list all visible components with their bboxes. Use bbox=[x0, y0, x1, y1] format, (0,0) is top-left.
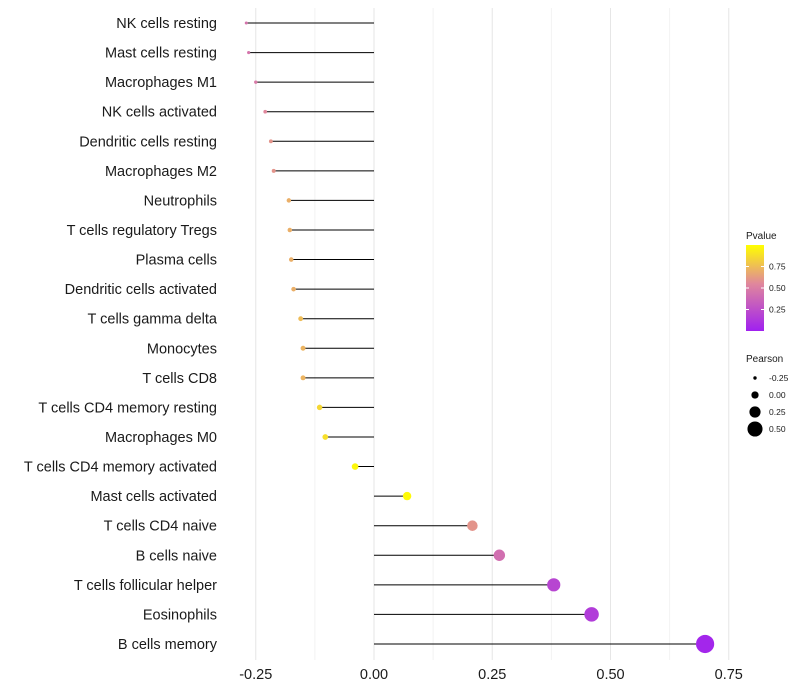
point bbox=[286, 198, 292, 203]
pvalue-colorbar bbox=[746, 245, 764, 331]
y-tick-label: T cells regulatory Tregs bbox=[67, 223, 217, 239]
lollipop-stems bbox=[246, 22, 706, 645]
size-legend-key bbox=[751, 391, 759, 399]
x-tick-label: 0.25 bbox=[478, 667, 506, 683]
y-tick-label: T cells CD8 bbox=[142, 371, 217, 387]
pearson-legend: Pearson -0.25 0.00 0.25 0.50 bbox=[746, 354, 789, 437]
y-tick-label: T cells CD4 memory resting bbox=[38, 400, 217, 416]
grid-lines bbox=[255, 8, 730, 660]
lollipop-points bbox=[244, 21, 715, 654]
x-tick-label: 0.75 bbox=[715, 667, 743, 683]
y-tick-label: Mast cells activated bbox=[90, 489, 217, 505]
y-axis-labels: NK cells resting Mast cells resting Macrop… bbox=[24, 16, 218, 653]
x-tick-label: 0.00 bbox=[360, 667, 388, 683]
point bbox=[547, 578, 561, 592]
y-tick-label: Plasma cells bbox=[136, 253, 217, 269]
y-tick-label: NK cells activated bbox=[102, 105, 217, 121]
colorbar-tick-label: 0.50 bbox=[769, 283, 786, 293]
pvalue-legend: Pvalue 0.75 0.50 0.25 bbox=[746, 231, 786, 331]
point bbox=[402, 491, 412, 501]
point bbox=[467, 520, 478, 531]
y-tick-label: T cells CD4 memory activated bbox=[24, 460, 217, 476]
x-tick-label: 0.50 bbox=[596, 667, 624, 683]
point bbox=[351, 463, 359, 470]
size-legend-label: 0.00 bbox=[769, 390, 786, 400]
y-tick-label: Mast cells resting bbox=[105, 46, 217, 62]
size-legend-label: 0.25 bbox=[769, 407, 786, 417]
y-tick-label: B cells memory bbox=[118, 637, 218, 653]
y-tick-label: Neutrophils bbox=[144, 193, 217, 209]
colorbar-tick-label: 0.25 bbox=[769, 305, 786, 315]
size-legend-key bbox=[747, 421, 763, 437]
y-tick-label: Monocytes bbox=[147, 341, 217, 357]
y-tick-label: T cells CD4 naive bbox=[104, 519, 217, 535]
pvalue-legend-title: Pvalue bbox=[746, 231, 777, 242]
point bbox=[263, 109, 268, 114]
point bbox=[322, 434, 329, 440]
point bbox=[300, 345, 306, 351]
y-tick-label: B cells naive bbox=[136, 548, 217, 564]
point bbox=[247, 51, 251, 55]
size-legend-key bbox=[749, 406, 761, 418]
y-tick-label: Dendritic cells resting bbox=[79, 134, 217, 150]
point bbox=[287, 227, 293, 233]
pearson-legend-title: Pearson bbox=[746, 354, 783, 365]
y-tick-label: T cells gamma delta bbox=[88, 312, 218, 328]
point bbox=[493, 549, 506, 561]
point bbox=[271, 168, 276, 173]
point bbox=[584, 607, 599, 622]
y-tick-label: T cells follicular helper bbox=[74, 578, 217, 594]
y-tick-label: Dendritic cells activated bbox=[65, 282, 217, 298]
point bbox=[316, 404, 323, 411]
y-tick-label: Macrophages M2 bbox=[105, 164, 217, 180]
x-axis-labels: -0.25 0.00 0.25 0.50 0.75 bbox=[239, 667, 743, 683]
point bbox=[268, 139, 273, 144]
point bbox=[288, 257, 294, 262]
x-tick-label: -0.25 bbox=[239, 667, 272, 683]
size-legend-key bbox=[753, 376, 757, 380]
point bbox=[254, 80, 258, 84]
y-tick-label: Macrophages M0 bbox=[105, 430, 217, 446]
colorbar-tick-label: 0.75 bbox=[769, 262, 786, 272]
point bbox=[300, 375, 306, 381]
size-legend-label: -0.25 bbox=[769, 373, 789, 383]
y-tick-label: NK cells resting bbox=[116, 16, 217, 32]
point bbox=[298, 316, 304, 322]
point bbox=[696, 634, 715, 654]
y-tick-label: Macrophages M1 bbox=[105, 75, 217, 91]
point bbox=[291, 286, 296, 292]
point bbox=[244, 21, 248, 25]
size-legend-label: 0.50 bbox=[769, 424, 786, 434]
y-tick-label: Eosinophils bbox=[143, 607, 217, 623]
